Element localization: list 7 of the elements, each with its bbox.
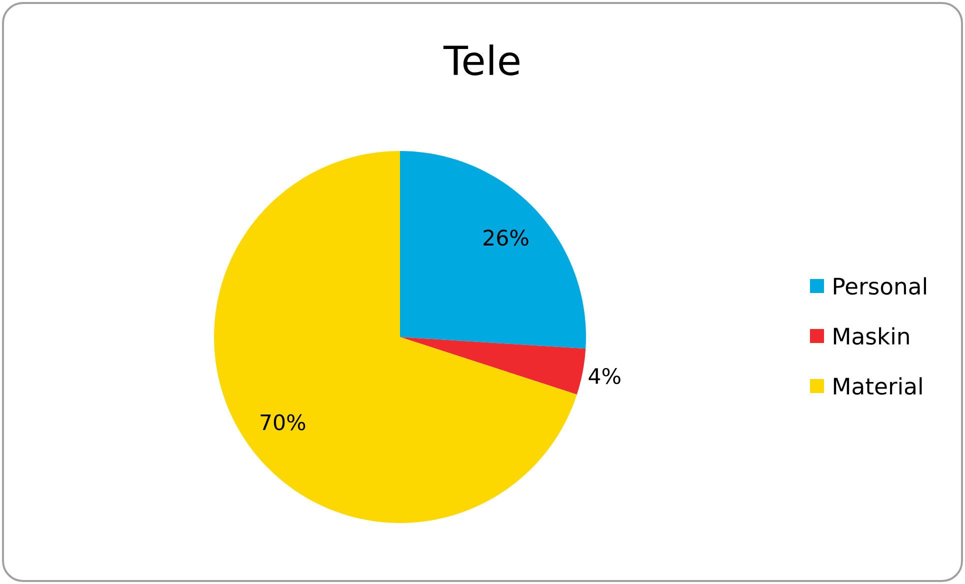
- legend-label: Personal: [834, 277, 926, 295]
- legend-label: Material: [834, 377, 922, 395]
- data-label: 70%: [260, 414, 306, 430]
- chart-title: Tele: [443, 44, 520, 76]
- data-label: 26%: [484, 230, 528, 246]
- legend-label: Maskin: [834, 327, 909, 345]
- data-label: 4%: [588, 368, 620, 384]
